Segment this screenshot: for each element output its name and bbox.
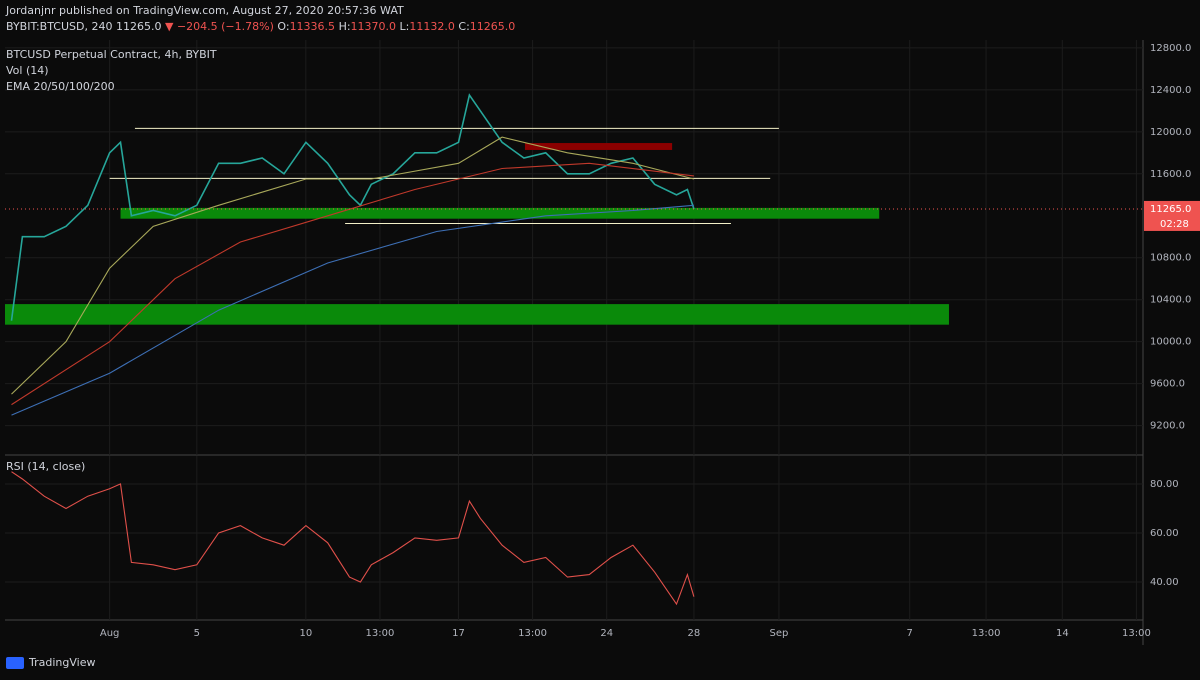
symbol: BYBIT:BTCUSD, 240 — [6, 20, 113, 33]
series-line — [11, 204, 694, 416]
x-tick-label: 10 — [299, 628, 312, 639]
x-tick-label: 14 — [1056, 628, 1069, 639]
series-line — [11, 162, 694, 406]
y-tick-label: 40.00 — [1150, 577, 1179, 588]
series-line — [11, 136, 695, 395]
x-tick-label: 17 — [452, 628, 465, 639]
open: 11336.5 — [289, 20, 336, 33]
label: L: — [399, 20, 410, 33]
y-tick-label: 12800.0 — [1150, 43, 1191, 54]
y-tick-label: 10400.0 — [1150, 295, 1191, 306]
label: O: — [277, 20, 290, 33]
y-tick-label: 9200.0 — [1150, 421, 1185, 432]
rsi-title: RSI (14, close) — [6, 460, 86, 473]
x-tick-label: Sep — [769, 628, 788, 639]
y-tick-label: 10800.0 — [1150, 253, 1191, 264]
x-tick-label: 28 — [688, 628, 701, 639]
series-line — [11, 471, 695, 606]
x-tick-label: 13:00 — [972, 628, 1001, 639]
legend-title: BTCUSD Perpetual Contract, 4h, BYBIT — [6, 48, 217, 61]
label: C: — [458, 20, 470, 33]
legend-ema: EMA 20/50/100/200 — [6, 80, 115, 93]
arrow: ▼ — [164, 20, 174, 33]
zone — [524, 143, 673, 150]
logo — [6, 657, 24, 669]
x-tick-label: 13:00 — [1122, 628, 1151, 639]
y-tick-label: 10000.0 — [1150, 337, 1191, 348]
x-tick-label: 13:00 — [366, 628, 395, 639]
series-line — [10, 93, 695, 321]
price-tag-label: 11265.0 — [1150, 204, 1191, 215]
y-tick-label: 9600.0 — [1150, 379, 1185, 390]
x-tick-label: 5 — [194, 628, 200, 639]
x-tick-label: 13:00 — [518, 628, 547, 639]
low: 11132.0 — [409, 20, 455, 33]
y-tick-label: 12000.0 — [1150, 127, 1191, 138]
legend-vol: Vol (14) — [6, 64, 49, 77]
countdown: 02:28 — [1160, 219, 1189, 230]
x-tick-label: 7 — [907, 628, 913, 639]
y-tick-label: 60.00 — [1150, 528, 1179, 539]
close: 11265.0 — [469, 20, 516, 33]
x-tick-label: 24 — [600, 628, 613, 639]
zone — [5, 304, 949, 325]
ohlc: BYBIT:BTCUSD, 240 11265.0 ▼ −204.5 (−1.7… — [6, 20, 515, 33]
price: 11265.0 — [115, 20, 162, 33]
high: 11370.0 — [350, 20, 397, 33]
zone — [120, 207, 880, 219]
label: H: — [338, 20, 351, 33]
publisher: Jordanjnr published on TradingView.com, … — [6, 4, 404, 17]
change: −204.5 (−1.78%) — [176, 20, 274, 33]
y-tick-label: 11600.0 — [1150, 169, 1191, 180]
price-tag — [1144, 200, 1200, 231]
y-tick-label: 12400.0 — [1150, 85, 1191, 96]
brand: TradingView — [28, 656, 95, 669]
x-tick-label: Aug — [100, 628, 120, 639]
y-tick-label: 80.00 — [1150, 479, 1179, 490]
